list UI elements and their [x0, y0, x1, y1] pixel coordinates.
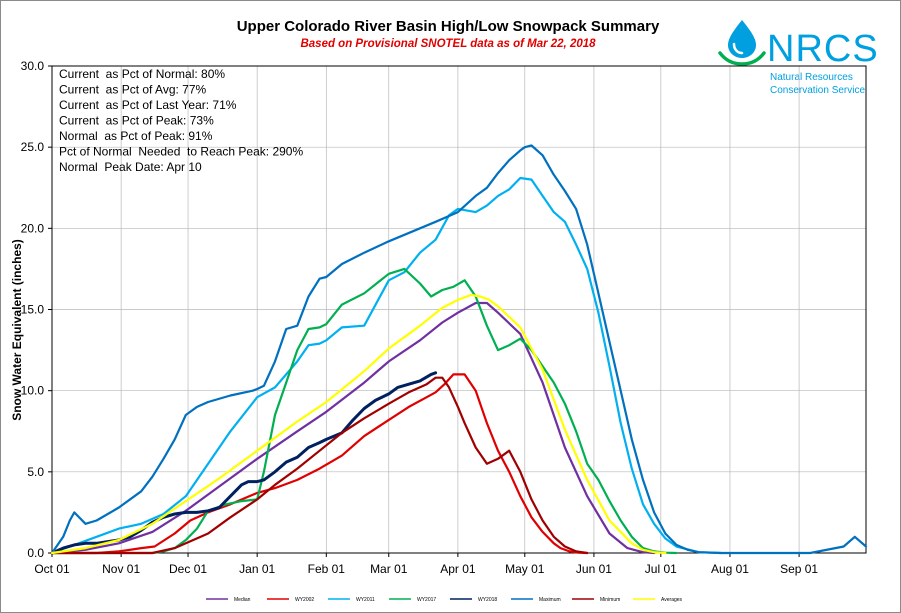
x-tick-label: Jul 01: [645, 562, 677, 576]
x-tick-label: Sep 01: [780, 562, 818, 576]
legend-label: WY2018: [478, 597, 497, 603]
series-line-median: [50, 301, 656, 555]
y-tick-label: 15.0: [21, 303, 45, 317]
legend-label: Median: [234, 597, 251, 603]
x-tick-label: Apr 01: [440, 562, 476, 576]
legend-label: WY2017: [417, 597, 436, 603]
y-tick-label: 5.0: [27, 465, 44, 479]
series-lines: [50, 144, 868, 555]
series-line-wy2011: [50, 176, 723, 555]
stat-line: Normal as Pct of Peak: 91%: [59, 129, 213, 143]
series-line-averages: [50, 293, 667, 555]
chart-subtitle: Based on Provisional SNOTEL data as of M…: [300, 38, 596, 50]
x-tick-label: Jan 01: [239, 562, 275, 576]
x-tick-label: May 01: [505, 562, 545, 576]
legend-label: Minimum: [600, 597, 620, 603]
x-tick-label: Dec 01: [169, 562, 207, 576]
stat-line: Current as Pct of Peak: 73%: [59, 114, 214, 128]
x-tick-label: Oct 01: [34, 562, 70, 576]
y-tick-label: 20.0: [21, 221, 45, 235]
x-tick-label: Aug 01: [711, 562, 749, 576]
stat-line: Current as Pct of Normal: 80%: [59, 67, 225, 81]
series-line-wy2017: [50, 267, 678, 555]
legend-label: Maximum: [539, 597, 561, 603]
stat-line: Current as Pct of Last Year: 71%: [59, 98, 237, 112]
y-axis-label: Snow Water Equivalent (inches): [10, 239, 24, 421]
series-line-maximum: [50, 144, 868, 555]
y-axis: 0.0 5.0 10.0 15.0 20.0 25.0 30.0: [21, 59, 52, 560]
legend-label: WY2011: [356, 597, 375, 603]
x-tick-label: Nov 01: [102, 562, 140, 576]
x-tick-label: Feb 01: [308, 562, 346, 576]
stat-line: Current as Pct of Avg: 77%: [59, 83, 207, 97]
y-tick-label: 10.0: [21, 384, 45, 398]
logo-line1: Natural Resources: [770, 72, 853, 83]
legend: Median WY2002 WY2011 WY2017 WY2018 Maximum Min…: [206, 597, 683, 603]
legend-label: Averages: [661, 597, 683, 603]
series-line-minimum: [50, 376, 589, 555]
series-line-wy2002: [50, 373, 589, 555]
y-tick-label: 0.0: [27, 546, 44, 560]
y-tick-label: 30.0: [21, 59, 45, 73]
x-tick-label: Jun 01: [576, 562, 612, 576]
logo-name: NRCS: [767, 28, 879, 70]
stats-block: Current as Pct of Normal: 80% Current as …: [59, 67, 303, 174]
chart-title: Upper Colorado River Basin High/Low Snow…: [237, 18, 660, 35]
x-axis: Oct 01 Nov 01 Dec 01 Jan 01 Feb 01 Mar 01 Apr …: [34, 553, 818, 576]
legend-label: WY2002: [295, 597, 314, 603]
water-drop-icon: [718, 20, 766, 66]
y-tick-label: 25.0: [21, 140, 45, 154]
logo-line2: Conservation Service: [770, 85, 865, 96]
stat-line: Normal Peak Date: Apr 10: [59, 160, 202, 174]
x-tick-label: Mar 01: [370, 562, 408, 576]
stat-line: Pct of Normal Needed to Reach Peak: 290%: [59, 145, 303, 159]
nrcs-logo: NRCS Natural Resources Conservation Serv…: [718, 20, 879, 96]
